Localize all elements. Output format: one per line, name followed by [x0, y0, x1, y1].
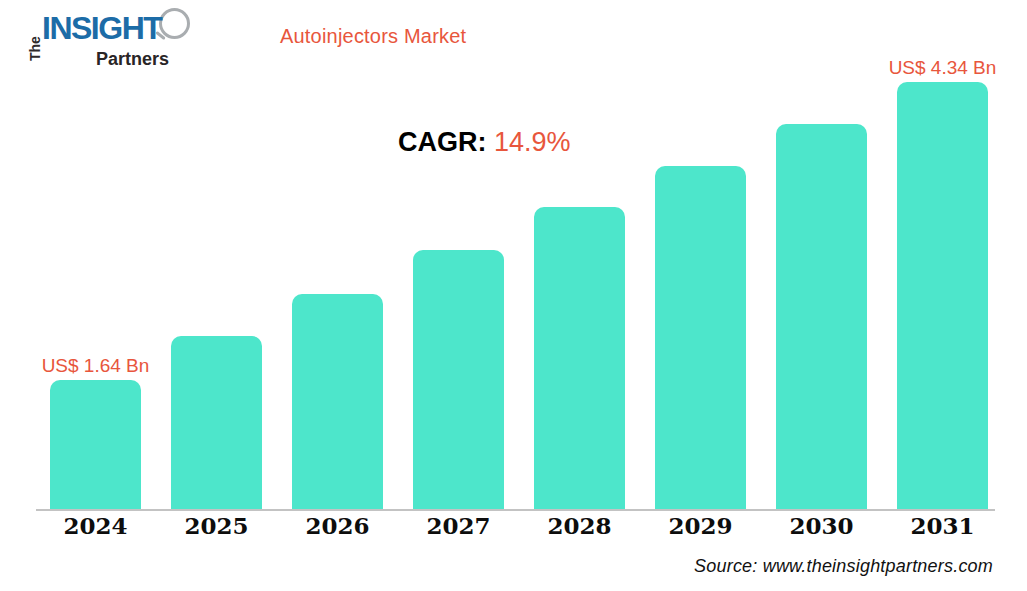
x-tick-label-2027: 2027 — [398, 512, 519, 539]
x-tick-label-2024: 2024 — [35, 512, 156, 539]
bar-2027 — [413, 250, 504, 509]
x-tick-label-2029: 2029 — [640, 512, 761, 539]
bar-2025 — [171, 336, 262, 509]
bar-2026 — [292, 294, 383, 509]
bar-column-2028 — [519, 50, 640, 509]
bar-value-label-2031: US$ 4.34 Bn — [889, 57, 997, 79]
x-tick-label-2025: 2025 — [156, 512, 277, 539]
x-axis-labels: 20242025202620272028202920302031 — [35, 512, 1003, 539]
bar-column-2026 — [277, 50, 398, 509]
bar-chart-plot: US$ 1.64 Bn US$ 4.34 Bn — [35, 50, 1003, 509]
bar-2031 — [897, 82, 988, 509]
source-attribution: Source: www.theinsightpartners.com — [694, 556, 993, 577]
bar-column-2024: US$ 1.64 Bn — [35, 50, 156, 509]
chart-page: { "logo": { "the": "The", "insight": "IN… — [0, 0, 1027, 591]
bar-2028 — [534, 207, 625, 509]
bar-value-label-2024: US$ 1.64 Bn — [42, 355, 150, 377]
bar-column-2031: US$ 4.34 Bn — [882, 50, 1003, 509]
bar-column-2027 — [398, 50, 519, 509]
logo-partners-text: Partners — [96, 50, 169, 68]
logo-insight-text: INSIGHT — [42, 12, 161, 44]
chart-title: Autoinjectors Market — [280, 25, 466, 48]
bar-2029 — [655, 166, 746, 509]
bar-column-2030 — [761, 50, 882, 509]
x-tick-label-2028: 2028 — [519, 512, 640, 539]
bar-2030 — [776, 124, 867, 509]
x-axis-line — [36, 509, 995, 511]
bar-column-2029 — [640, 50, 761, 509]
x-tick-label-2030: 2030 — [761, 512, 882, 539]
x-tick-label-2026: 2026 — [277, 512, 398, 539]
bar-column-2025 — [156, 50, 277, 509]
x-tick-label-2031: 2031 — [882, 512, 1003, 539]
bar-2024 — [50, 380, 141, 509]
magnifier-icon — [159, 8, 190, 39]
